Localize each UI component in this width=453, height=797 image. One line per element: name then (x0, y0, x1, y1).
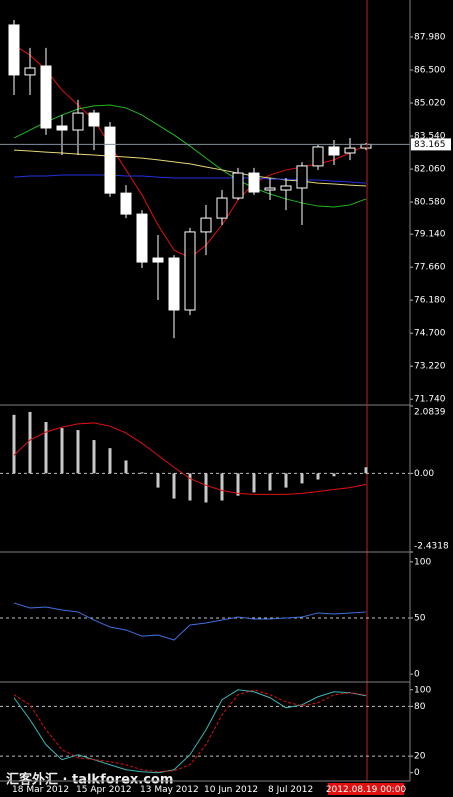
candle-body (152, 257, 164, 263)
y-tick-label: 76.180 (414, 296, 446, 306)
indicator-line (13, 602, 367, 641)
y-tick-label: 86.500 (414, 66, 446, 76)
candle-body (88, 112, 100, 127)
x-tick-label: 10 Jun 2012 (204, 785, 258, 795)
indicator-line (13, 689, 367, 773)
x-tick-label: 2012.08.19 00:00 (326, 785, 407, 795)
candle-body (8, 24, 20, 76)
histogram-bar (316, 473, 320, 480)
y-tick-label: 80 (414, 702, 426, 712)
histogram-bar (76, 430, 80, 474)
candle-body (312, 146, 324, 167)
candle-body (56, 125, 68, 131)
candle-body (296, 165, 308, 189)
y-tick-label: 0 (414, 768, 420, 778)
y-tick-label: 80.580 (414, 198, 446, 208)
y-tick-label: 73.220 (414, 362, 446, 372)
histogram-bar (348, 473, 352, 475)
y-tick-label: 79.140 (414, 230, 446, 240)
histogram-bar (300, 473, 304, 484)
candle-body (200, 217, 212, 233)
candle-body (72, 112, 84, 131)
candle-body (328, 146, 340, 156)
y-tick-label: 82.060 (414, 165, 446, 175)
y-tick-label: -2.4318 (414, 542, 449, 552)
candle-body (120, 192, 132, 215)
histogram-bar (108, 448, 112, 474)
y-tick-label: 100 (414, 557, 431, 567)
histogram-bar (252, 473, 256, 493)
histogram-bar (236, 473, 240, 496)
histogram-bar (124, 460, 128, 474)
candle-body (184, 231, 196, 311)
candle-body (168, 257, 180, 311)
candle-body (248, 172, 260, 193)
histogram-bar (140, 472, 144, 474)
current-price-label: 83.165 (414, 140, 446, 150)
histogram-bar (220, 473, 224, 501)
y-tick-label: 83.540 (414, 132, 446, 142)
y-tick-label: 87.980 (414, 33, 446, 43)
x-tick-label: 13 May 2012 (140, 785, 199, 795)
candle-body (264, 187, 276, 191)
moving-average (13, 104, 367, 208)
candle-body (360, 143, 372, 149)
histogram-bar (60, 428, 64, 474)
histogram-bar (364, 467, 368, 474)
x-tick-label: 15 Apr 2012 (76, 785, 132, 795)
histogram-bar (156, 473, 160, 488)
current-price-box (411, 138, 451, 151)
indicator-line (13, 689, 367, 774)
y-tick-label: 74.700 (414, 329, 446, 339)
histogram-bar (332, 473, 336, 477)
candle-body (280, 185, 292, 191)
candle-body (344, 147, 356, 154)
candle-body (216, 197, 228, 219)
y-tick-label: 100 (414, 686, 431, 696)
x-tick-label: 18 Mar 2012 (12, 785, 69, 795)
x-tick-label: 8 Jul 2012 (268, 785, 313, 795)
signal-line (13, 422, 367, 495)
watermark: 汇客外汇 · talkforex.com (6, 772, 173, 788)
y-tick-label: 50 (414, 614, 426, 624)
histogram-bar (12, 414, 16, 474)
histogram-bar (268, 473, 272, 491)
y-tick-label: 85.020 (414, 99, 446, 109)
date-box (328, 783, 404, 795)
candle-body (232, 172, 244, 199)
y-tick-label: 77.660 (414, 263, 446, 273)
histogram-bar (188, 473, 192, 501)
candle-body (136, 213, 148, 263)
y-tick-label: 2.0839 (414, 408, 446, 418)
candle-body (40, 65, 52, 129)
candle-body (24, 67, 36, 76)
histogram-bar (28, 411, 32, 474)
histogram-bar (204, 473, 208, 503)
y-tick-label: 0 (414, 670, 420, 680)
histogram-bar (44, 421, 48, 474)
y-tick-label: 0.00 (414, 469, 434, 479)
y-tick-label: 20 (414, 752, 426, 762)
histogram-bar (284, 473, 288, 488)
candle-body (104, 126, 116, 194)
y-tick-label: 71.740 (414, 395, 446, 405)
histogram-bar (92, 440, 96, 474)
histogram-bar (172, 473, 176, 499)
